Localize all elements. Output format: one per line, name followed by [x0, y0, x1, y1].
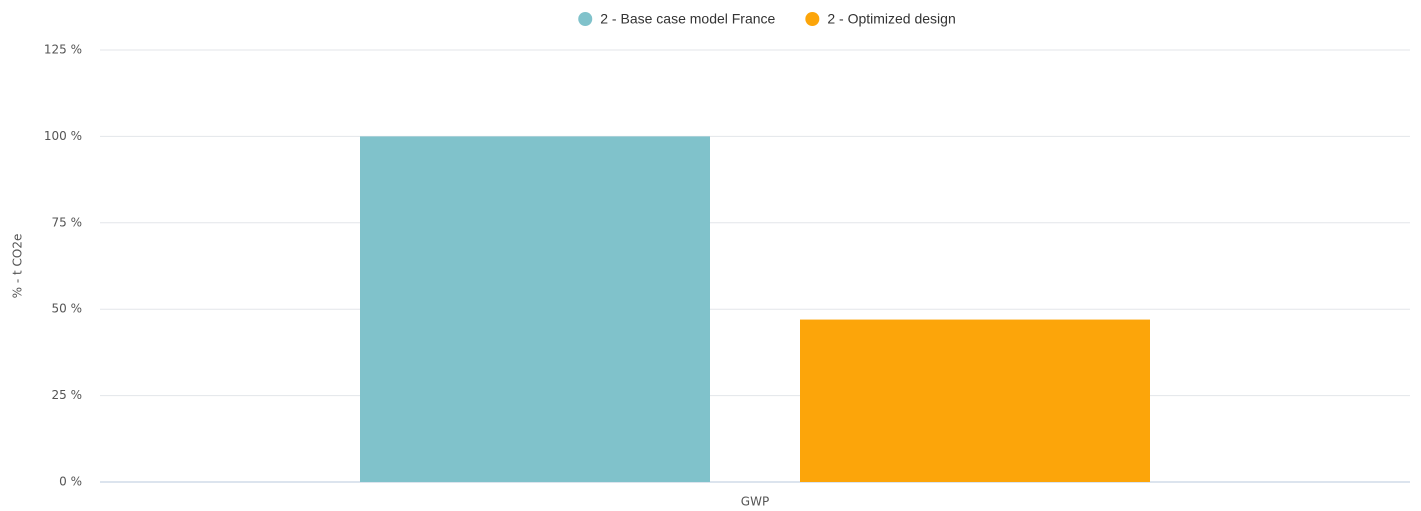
y-tick-label: 100 % [44, 129, 82, 143]
y-tick-label: 75 % [52, 215, 83, 229]
y-tick-label: 50 % [52, 302, 83, 316]
legend-marker [805, 12, 820, 26]
y-tick-label: 125 % [44, 43, 82, 57]
y-tick-label: 0 % [59, 475, 82, 489]
bar [800, 319, 1150, 482]
bar [360, 136, 710, 482]
legend-text: 2 - Base case model France [600, 11, 775, 27]
legend-text: 2 - Optimized design [827, 11, 955, 27]
y-tick-label: 25 % [52, 388, 83, 402]
x-tick-label: GWP [741, 495, 769, 509]
y-axis-label: % - t CO2e [11, 234, 25, 299]
legend-marker [578, 12, 593, 26]
